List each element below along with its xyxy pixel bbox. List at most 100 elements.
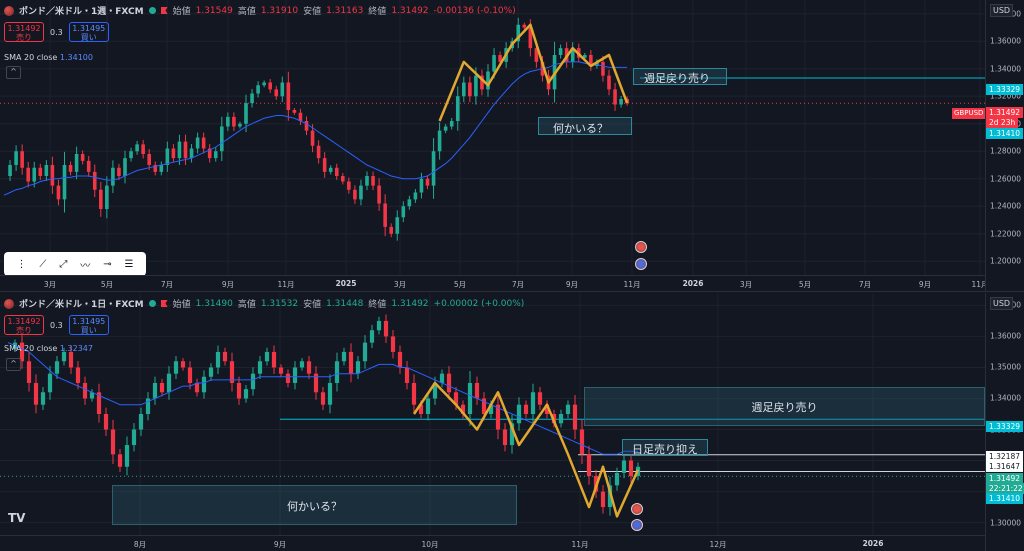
- candle-body: [341, 351, 347, 362]
- candle-body: [488, 404, 494, 414]
- weekly-chart-pane[interactable]: ポンド／米ドル・1週・FXCM 始値 1.31549 高値 1.31910 安値 1.…: [0, 0, 1024, 292]
- annotation-weekly-sell-zone[interactable]: 週足戻り売り: [584, 387, 985, 426]
- candle-body: [498, 55, 502, 62]
- candle: [347, 177, 351, 194]
- candle: [183, 134, 188, 165]
- annotation-daily-sell[interactable]: 日足売り抑え: [622, 439, 708, 456]
- candle: [145, 392, 151, 421]
- candle-body: [110, 429, 116, 455]
- candle-body: [589, 55, 593, 66]
- candle: [320, 386, 326, 411]
- candle: [355, 355, 361, 379]
- daily-chart-plot[interactable]: [0, 293, 985, 535]
- annotation-question[interactable]: 何かいる？: [538, 117, 632, 135]
- candle: [313, 366, 319, 400]
- time-tick-label: 5月: [453, 280, 467, 289]
- candle-body: [201, 137, 206, 149]
- sell-label: 売り: [16, 33, 32, 42]
- weekly-chart-plot[interactable]: [0, 0, 985, 275]
- candle-body: [365, 176, 369, 186]
- time-tick-label: 9月: [273, 540, 287, 549]
- candle-body: [262, 82, 266, 86]
- candle-body: [280, 82, 285, 97]
- candle: [278, 364, 284, 377]
- candle-body: [26, 167, 30, 182]
- candle: [159, 378, 165, 397]
- candle-body: [432, 382, 438, 399]
- weekly-price-axis[interactable]: 1.380001.360001.340001.320001.300001.280…: [985, 0, 1024, 291]
- sma-legend[interactable]: SMA 20 close 1.34100: [4, 53, 93, 62]
- uk-event-icon[interactable]: [635, 241, 647, 253]
- weekly-time-axis[interactable]: 3月 5月 7月 9月 11月 2025 3月 5月 7月 9月 11月 2026 3月 5月 7月 9月 11…: [0, 275, 989, 291]
- candle-body: [298, 112, 303, 121]
- tradingview-logo[interactable]: TV: [8, 511, 26, 525]
- candle: [268, 78, 272, 93]
- candle: [595, 59, 599, 69]
- horizontal-ray-icon[interactable]: ⊸: [103, 258, 112, 270]
- symbol-title[interactable]: ポンド／米ドル・1週・FXCM: [19, 7, 144, 17]
- candle-body: [129, 151, 133, 159]
- uk-event-icon[interactable]: [631, 503, 643, 515]
- candle: [56, 179, 61, 206]
- currency-button[interactable]: USD: [990, 4, 1014, 17]
- symbol-title[interactable]: ポンド／米ドル・1日・FXCM: [19, 300, 144, 310]
- candle-body: [96, 392, 102, 414]
- flag-icon[interactable]: [160, 7, 168, 14]
- sell-button[interactable]: 1.31492 売り: [4, 315, 44, 335]
- candle: [443, 123, 448, 134]
- candle: [256, 81, 260, 98]
- sma-legend[interactable]: SMA 20 close 1.32347: [4, 344, 93, 353]
- market-status-icon: [148, 300, 156, 307]
- daily-time-axis[interactable]: 8月 9月 10月 11月 12月 2026: [0, 535, 985, 551]
- candle-body: [292, 110, 297, 113]
- curve-icon[interactable]: 〰: [80, 260, 91, 272]
- candle: [516, 397, 522, 431]
- time-tick-label: 2025: [335, 279, 357, 288]
- time-tick-label: 11月: [571, 540, 589, 549]
- collapse-legend-button[interactable]: ^: [6, 66, 21, 79]
- parallel-lines-icon[interactable]: ☰: [124, 258, 134, 270]
- candle-body: [467, 382, 473, 414]
- daily-chart-pane[interactable]: ポンド／米ドル・1日・FXCM 始値 1.31490 高値 1.31532 安値 1.…: [0, 293, 1024, 551]
- candle: [243, 384, 249, 403]
- candle-body: [183, 141, 188, 159]
- currency-button[interactable]: USD: [990, 297, 1014, 310]
- candle-body: [62, 165, 67, 200]
- candle: [286, 71, 291, 121]
- collapse-legend-button[interactable]: ^: [6, 358, 21, 371]
- annotation-weekly-sell[interactable]: 週足戻り売り: [633, 68, 727, 85]
- candle: [54, 355, 60, 379]
- candle-body: [257, 361, 263, 374]
- trend-line-icon[interactable]: ⟋: [39, 258, 47, 270]
- ray-icon[interactable]: ⤢: [59, 258, 68, 270]
- candle: [222, 347, 228, 366]
- candle-body: [621, 460, 627, 473]
- annotation-question-zone[interactable]: 何かいる？: [112, 485, 517, 525]
- candle: [166, 366, 172, 400]
- annotation-weekly-sell-text: 週足戻り売り: [751, 401, 818, 414]
- candle-body: [86, 160, 91, 172]
- candle-body: [201, 376, 207, 393]
- candle-body: [153, 165, 158, 172]
- buy-button[interactable]: 1.31495 買い: [68, 315, 109, 335]
- candle-body: [68, 165, 73, 172]
- candle: [411, 374, 417, 414]
- sell-price: 1.31492: [7, 317, 41, 326]
- candle-body: [544, 404, 550, 414]
- candle: [474, 376, 480, 405]
- sma-value: 1.34100: [59, 53, 93, 62]
- buy-price: 1.31495: [72, 317, 106, 326]
- time-tick-label: 7月: [160, 280, 174, 289]
- us-event-icon[interactable]: [631, 519, 643, 531]
- sma-label: SMA 20 close: [4, 53, 58, 62]
- sell-label: 売り: [16, 326, 32, 335]
- us-event-icon[interactable]: [635, 258, 647, 270]
- drag-handle-icon[interactable]: ⋮: [16, 258, 27, 270]
- candle: [271, 345, 277, 374]
- candle: [613, 82, 617, 111]
- time-tick-label: 9月: [918, 280, 932, 289]
- candle: [432, 376, 438, 405]
- flag-icon[interactable]: [160, 300, 168, 307]
- sell-button[interactable]: 1.31492 売り: [4, 22, 44, 42]
- buy-button[interactable]: 1.31495 買い: [68, 22, 109, 42]
